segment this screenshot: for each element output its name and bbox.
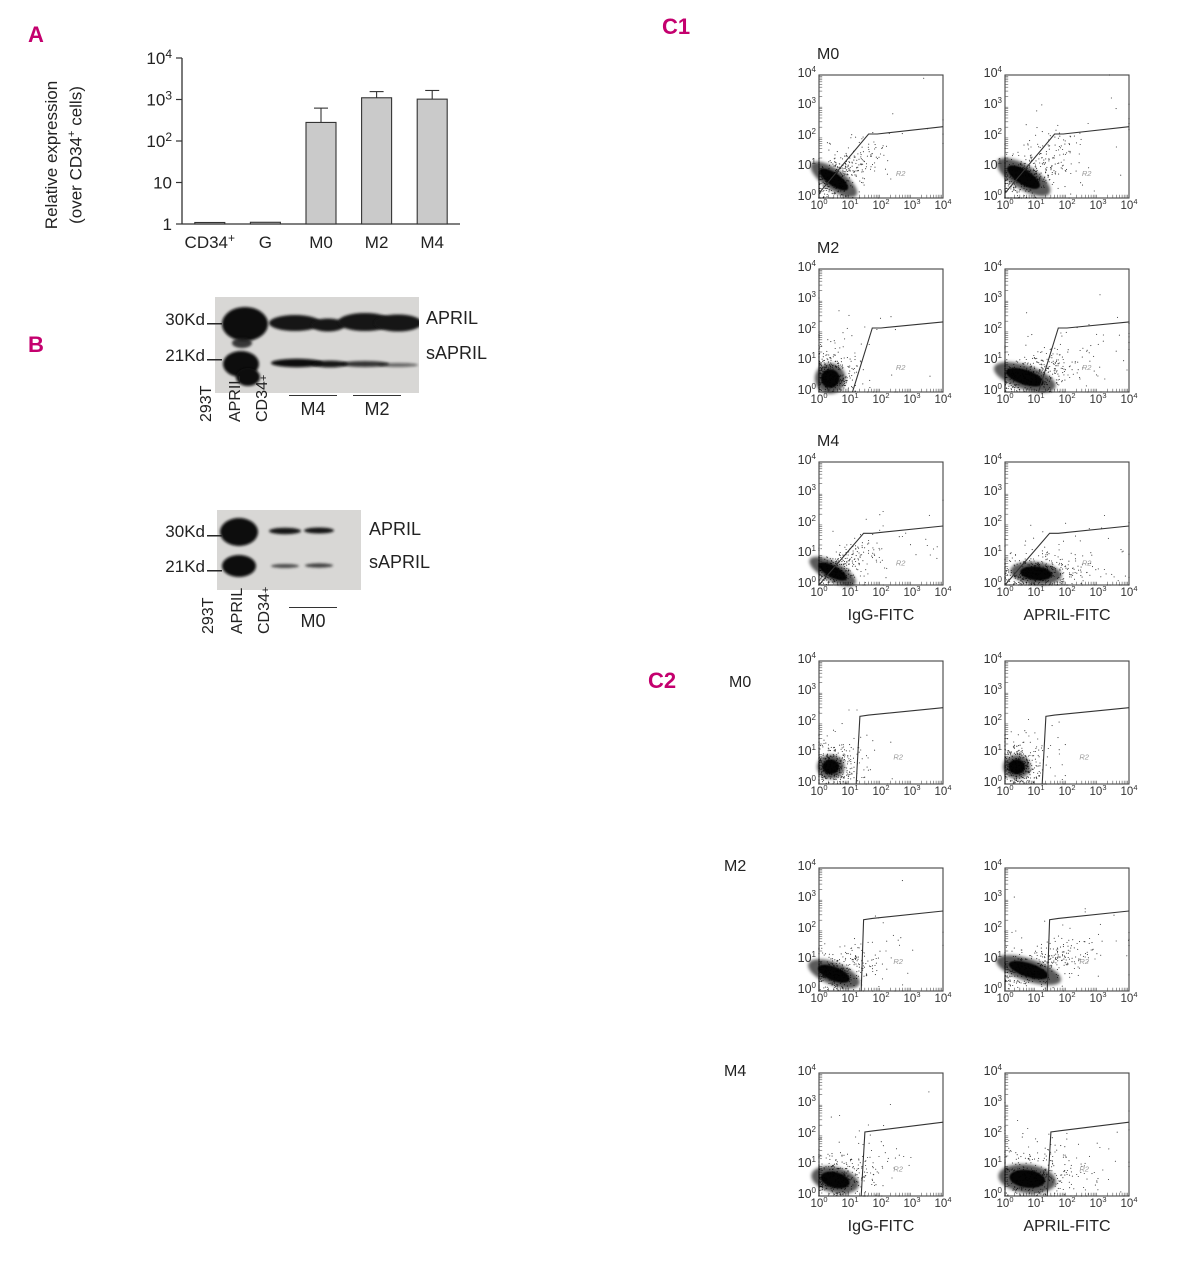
svg-text:1: 1 [163, 215, 172, 234]
svg-text:R2: R2 [893, 752, 903, 761]
svg-text:R2: R2 [1082, 363, 1092, 372]
svg-text:R2: R2 [1079, 752, 1089, 761]
svg-text:R2: R2 [893, 957, 903, 966]
svg-text:103: 103 [146, 89, 172, 110]
svg-text:104: 104 [146, 47, 172, 68]
svg-text:CD34+: CD34+ [185, 231, 235, 252]
svg-text:R2: R2 [896, 363, 906, 372]
svg-text:M2: M2 [365, 233, 389, 252]
svg-text:10: 10 [153, 174, 172, 193]
svg-text:R2: R2 [896, 169, 906, 178]
svg-text:M0: M0 [309, 233, 333, 252]
svg-text:M4: M4 [420, 233, 444, 252]
svg-text:R2: R2 [1082, 558, 1092, 567]
svg-text:G: G [259, 233, 272, 252]
svg-text:102: 102 [146, 130, 172, 151]
svg-text:R2: R2 [1082, 169, 1092, 178]
svg-text:R2: R2 [896, 558, 906, 567]
